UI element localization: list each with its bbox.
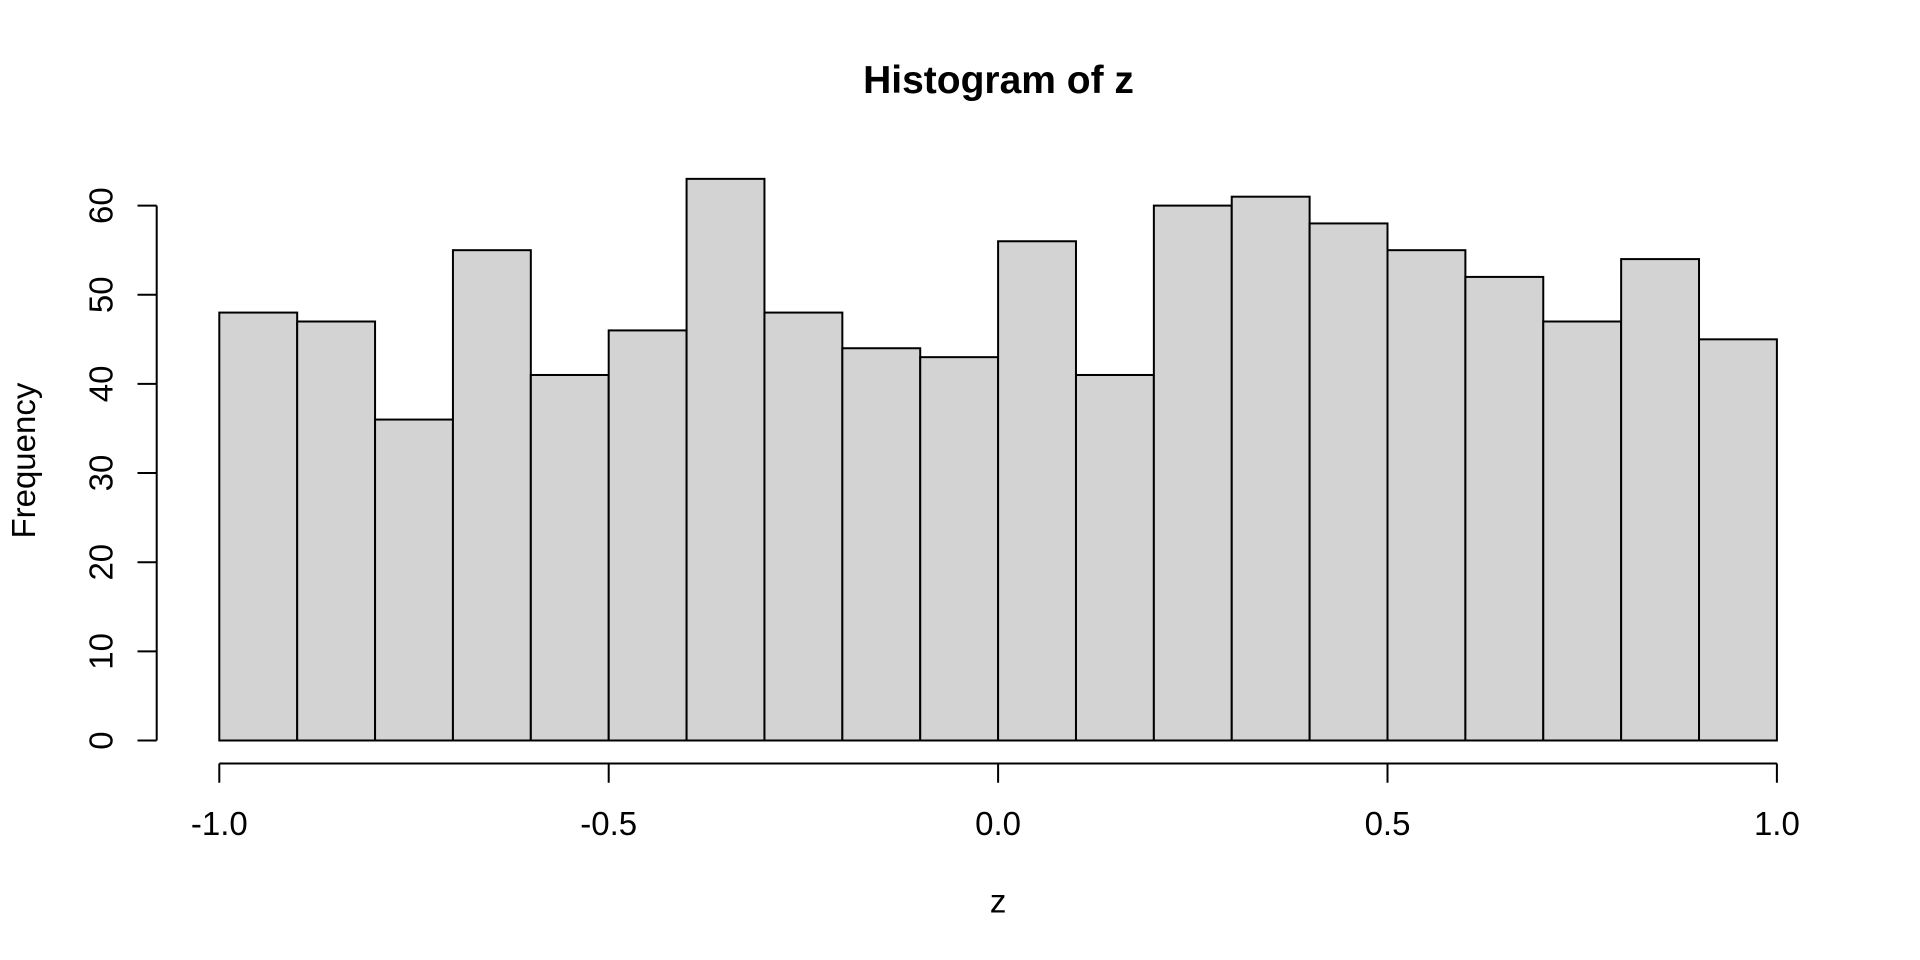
svg-text:20: 20 bbox=[83, 544, 120, 581]
svg-text:30: 30 bbox=[83, 455, 120, 492]
svg-text:0.0: 0.0 bbox=[975, 805, 1021, 842]
svg-text:40: 40 bbox=[83, 366, 120, 403]
svg-text:z: z bbox=[990, 883, 1007, 920]
svg-text:Histogram of z: Histogram of z bbox=[863, 59, 1134, 102]
svg-text:0.5: 0.5 bbox=[1365, 805, 1411, 842]
svg-text:60: 60 bbox=[83, 187, 120, 224]
svg-text:10: 10 bbox=[83, 633, 120, 670]
svg-text:0: 0 bbox=[83, 731, 120, 749]
svg-text:-1.0: -1.0 bbox=[191, 805, 248, 842]
svg-text:-0.5: -0.5 bbox=[580, 805, 637, 842]
svg-text:50: 50 bbox=[83, 276, 120, 313]
svg-text:1.0: 1.0 bbox=[1754, 805, 1800, 842]
svg-text:Frequency: Frequency bbox=[5, 382, 42, 538]
